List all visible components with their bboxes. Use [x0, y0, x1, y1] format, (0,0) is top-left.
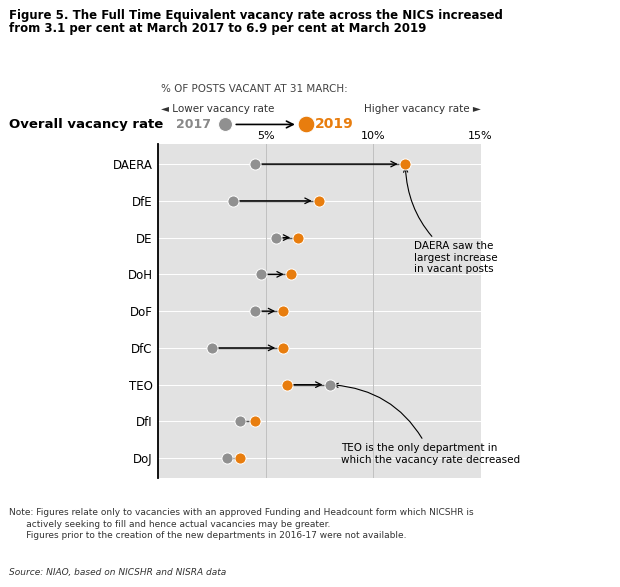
Text: Figure 5. The Full Time Equivalent vacancy rate across the NICS increased: Figure 5. The Full Time Equivalent vacan… [9, 9, 503, 22]
Text: Overall vacancy rate: Overall vacancy rate [9, 118, 164, 131]
Text: ◄ Lower vacancy rate: ◄ Lower vacancy rate [161, 104, 275, 114]
Text: Note: Figures relate only to vacancies with an approved Funding and Headcount fo: Note: Figures relate only to vacancies w… [9, 508, 474, 541]
Text: Higher vacancy rate ►: Higher vacancy rate ► [363, 104, 480, 114]
Text: 2019: 2019 [314, 117, 353, 131]
Text: DAERA saw the
largest increase
in vacant posts: DAERA saw the largest increase in vacant… [404, 168, 497, 275]
Text: TEO is the only department in
which the vacancy rate decreased: TEO is the only department in which the … [334, 383, 520, 465]
Text: from 3.1 per cent at March 2017 to 6.9 per cent at March 2019: from 3.1 per cent at March 2017 to 6.9 p… [9, 22, 427, 35]
Text: % OF POSTS VACANT AT 31 MARCH:: % OF POSTS VACANT AT 31 MARCH: [161, 84, 348, 94]
Text: 2017: 2017 [176, 118, 211, 131]
Text: Source: NIAO, based on NICSHR and NISRA data: Source: NIAO, based on NICSHR and NISRA … [9, 568, 226, 576]
